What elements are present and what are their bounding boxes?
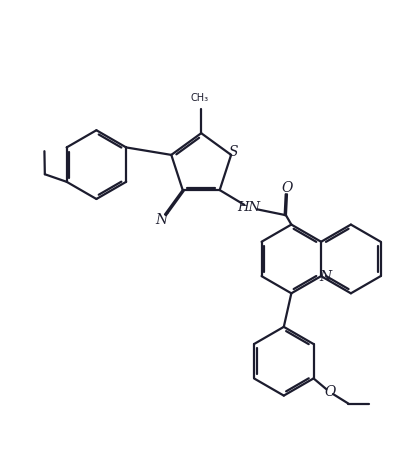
Text: S: S bbox=[229, 145, 238, 159]
Text: N: N bbox=[155, 212, 167, 227]
Text: HN: HN bbox=[237, 201, 261, 214]
Text: N: N bbox=[319, 269, 331, 283]
Text: O: O bbox=[324, 385, 336, 399]
Text: CH₃: CH₃ bbox=[190, 93, 209, 103]
Text: O: O bbox=[282, 182, 293, 195]
